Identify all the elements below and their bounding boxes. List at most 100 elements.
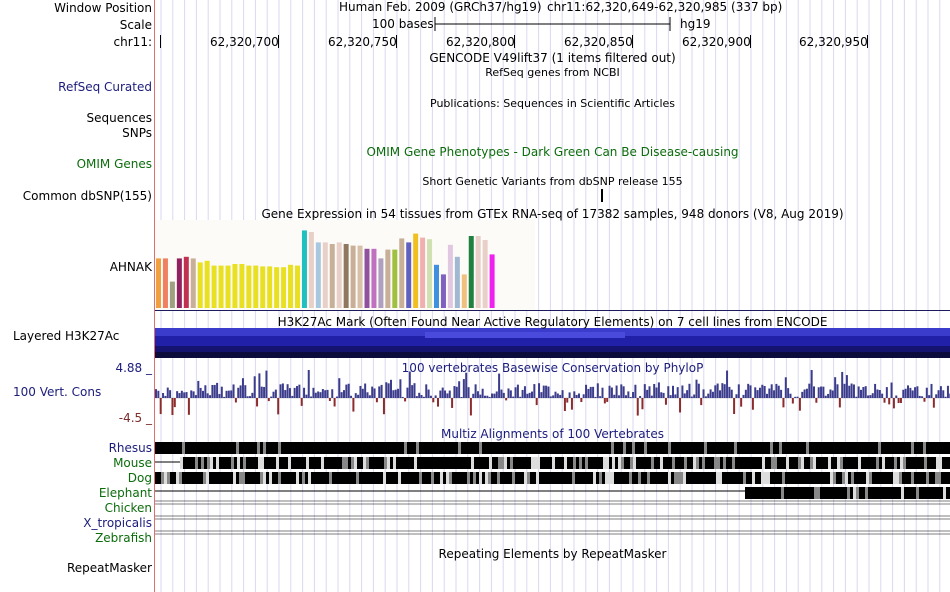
alignment-block [533,442,536,454]
species-label-chicken[interactable]: Chicken [104,501,152,515]
phylop-score-bar [787,388,790,398]
phylop-conservation-plot[interactable] [155,370,950,430]
h3k27ac-signal[interactable] [155,308,950,358]
alignment-block [773,442,776,454]
alignment-block [705,457,708,469]
alignment-block [458,472,461,484]
phylop-score-bar [441,387,444,398]
track-label-ahnak[interactable]: AHNAK [109,260,152,274]
omim-track-title[interactable]: OMIM Gene Phenotypes - Dark Green Can Be… [366,145,739,159]
gencode-track-title[interactable]: GENCODE V49lift37 (1 items filtered out) [429,51,676,65]
phylop-score-bar [415,396,418,398]
phylop-score-bar [159,398,162,415]
track-label-vert-cons[interactable]: 100 Vert. Cons [13,385,102,399]
alignment-block [740,472,743,484]
species-label-elephant[interactable]: Elephant [98,486,152,500]
phylop-score-bar [756,390,759,398]
phylop-score-bar [655,387,658,398]
alignment-block [353,472,356,484]
alignment-block [897,457,900,469]
phylop-score-bar [519,396,522,398]
alignment-block [620,442,623,454]
alignment-block [398,472,401,484]
track-label-common-dbsnp[interactable]: Common dbSNP(155) [22,189,152,203]
publications-track-title[interactable]: Publications: Sequences in Scientific Ar… [430,97,675,110]
species-label-dog[interactable]: Dog [127,471,152,485]
gtex-tissue-bar [378,258,384,308]
gtex-tissue-bar [413,233,419,308]
repeatmasker-track-title[interactable]: Repeating Elements by RepeatMasker [438,547,667,561]
alignment-block [632,472,635,484]
species-label-mouse[interactable]: Mouse [113,456,152,470]
phylop-score-bar [523,386,526,398]
snp-variant-mark[interactable] [601,189,603,202]
phylop-score-bar [364,383,367,398]
species-label-x-tropicalis[interactable]: X_tropicalis [83,516,152,530]
alignment-block [853,487,856,499]
alignment-block [335,442,338,454]
alignment-block [647,442,650,454]
phylop-score-bar [432,398,435,403]
phylop-score-bar [904,388,907,398]
alignment-block [410,442,413,454]
alignment-block [933,457,936,469]
phylop-score-bar [453,386,456,398]
alignment-block [365,442,368,454]
alignment-block [476,442,479,454]
track-label-omim-genes[interactable]: OMIM Genes [76,157,152,171]
alignment-block [681,457,684,469]
species-label-zebrafish[interactable]: Zebrafish [95,531,152,545]
alignment-block [726,457,729,469]
alignment-block [558,457,561,469]
gtex-tissue-bar [288,264,294,308]
track-label-repeatmasker[interactable]: RepeatMasker [66,561,152,575]
gtex-tissue-bar [385,249,391,308]
alignment-block [848,472,851,484]
alignment-block [791,442,794,454]
phylop-score-bar [834,377,837,398]
alignment-block [912,457,915,469]
alignment-block [312,457,315,469]
alignment-block [225,457,228,469]
alignment-block [533,472,536,484]
track-label-layered-h3k27ac[interactable]: Layered H3K27Ac [13,329,120,343]
alignment-block [311,472,314,484]
alignment-block [234,457,237,469]
gtex-track-title[interactable]: Gene Expression in 54 tissues from GTEx … [261,207,844,221]
multiz-alignment-blocks[interactable] [155,440,950,545]
alignment-block [841,487,844,499]
phylop-score-bar [589,386,592,398]
gtex-expression-bars[interactable] [155,220,535,310]
alignment-block [468,457,471,469]
alignment-block [455,472,458,484]
alignment-block [737,442,740,454]
alignment-block [596,472,599,484]
phylop-score-bar [552,395,555,398]
alignment-block [423,457,426,469]
gtex-tissue-bar [364,248,370,308]
alignment-block [518,442,521,454]
phylop-score-bar [540,392,543,398]
multiz-track-title[interactable]: Multiz Alignments of 100 Vertebrates [440,427,665,441]
alignment-block [491,442,494,454]
track-label-refseq-curated[interactable]: RefSeq Curated [58,80,152,94]
alignment-block [821,472,824,484]
refseq-track-title[interactable]: RefSeq genes from NCBI [485,66,620,79]
phylop-track-title[interactable]: 100 vertebrates Basewise Conservation by… [401,361,704,375]
species-label-rhesus[interactable]: Rhesus [108,441,152,455]
alignment-block [405,457,408,469]
phylop-score-bar [660,392,663,398]
phylop-score-bar [627,391,630,398]
alignment-block [269,472,272,484]
h3k27ac-track-title[interactable]: H3K27Ac Mark (Often Found Near Active Re… [277,315,828,329]
alignment-block [195,457,198,469]
track-label-sequences[interactable]: Sequences [86,111,152,125]
dbsnp-track-title[interactable]: Short Genetic Variants from dbSNP releas… [422,175,683,188]
label-column-divider [154,0,155,592]
alignment-block [899,472,902,484]
track-label-snps[interactable]: SNPs [122,126,152,140]
phylop-score-bar [632,392,635,398]
alignment-block [907,487,910,499]
phylop-score-bar [740,398,743,407]
phylop-score-bar [185,392,188,398]
